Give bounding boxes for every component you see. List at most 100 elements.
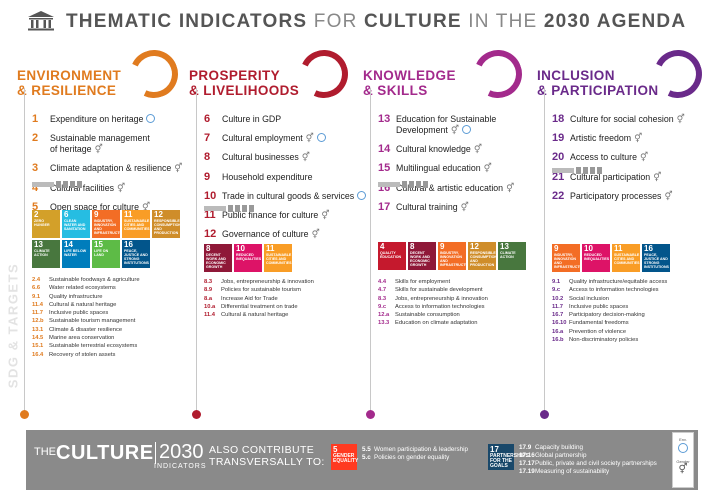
- indicator-item: 9 Household expenditure: [204, 170, 344, 183]
- sdg-target-item: 4.4 Skills for employment: [378, 279, 451, 285]
- indicator-number: 22: [552, 189, 565, 202]
- sdg-target-item: 12.a Sustainable consumption: [378, 312, 460, 319]
- indicator-item: 22 Participatory processes ⚥: [552, 189, 692, 202]
- gender-icon: ⚥: [473, 144, 482, 155]
- column-dot: [20, 410, 29, 419]
- indicator-label: Cultural businesses ⚥: [222, 152, 310, 163]
- sdg-tile: 8 DECENT WORK AND ECONOMIC GROWTH: [204, 244, 232, 272]
- sdg-target-item: 17.9 Capacity building: [519, 444, 583, 451]
- sdg-target-item: 9.c Access to information technologies: [552, 287, 659, 294]
- unesco-temple-icon: [28, 11, 54, 31]
- column-rule: [370, 88, 371, 414]
- sdg-tile: 16 PEACE, JUSTICE AND STRONG INSTITUTIONS: [122, 240, 150, 268]
- sdg17-tile: 17 PARTNERSHIPS FOR THE GOALS: [488, 444, 529, 470]
- indicator-item: 8 Cultural businesses ⚥: [204, 152, 344, 163]
- sdg-tile: 16 PEACE, JUSTICE AND STRONG INSTITUTIONS: [642, 244, 670, 272]
- heading-ring-icon: [293, 43, 355, 105]
- sdg-target-item: 5.5 Women participation & leadership: [362, 446, 469, 453]
- indicator-item: 14 Cultural knowledge ⚥: [378, 144, 518, 155]
- indicator-number: 15: [378, 162, 391, 175]
- indicator-number: 21: [552, 170, 565, 183]
- indicator-number: 6: [204, 113, 211, 125]
- footer-the: THE: [34, 446, 56, 458]
- indicator-item: 18 Culture for social cohesion ⚥: [552, 114, 692, 125]
- source-logos: [552, 166, 602, 175]
- sdg-tile: 13 CLIMATE ACTION: [498, 242, 526, 270]
- indicator-number: 14: [378, 143, 391, 156]
- gender-icon: ⚥: [450, 125, 459, 135]
- gender-icon: ⚥: [301, 152, 310, 163]
- sdg-tile: 6 CLEAN WATER AND SANITATION: [62, 210, 90, 238]
- indicator-number: 16: [378, 181, 391, 194]
- indicator-item: 11 Public finance for culture ⚥: [204, 209, 344, 221]
- indicator-item: 6 Culture in GDP: [204, 114, 344, 125]
- column-heading: PROSPERITY & LIVELIHOODS: [189, 68, 300, 98]
- indicator-item: 12 Governance of culture ⚥: [204, 229, 344, 240]
- gender-icon: ⚥: [678, 464, 688, 475]
- sdg-target-item: 5.c Policies on gender equality: [362, 454, 450, 461]
- sdg-target-item: 12.b Sustainable tourism management: [32, 318, 136, 325]
- column-env: ENVIRONMENT & RESILIENCE 1 Expenditure on h…: [10, 43, 185, 419]
- indicator-label: Cultural training ⚥: [396, 201, 469, 212]
- gender-icon: ⚥: [653, 171, 662, 182]
- sdg5-targets: 5.5 Women participation & leadership 5.c Po…: [362, 446, 468, 462]
- sdg-target-item: 16.a Prevention of violence: [552, 328, 627, 335]
- sdg-target-item: 9.c Access to information technologies: [378, 303, 485, 310]
- sdg-target-item: 8.a Increase Aid for Trade: [204, 295, 278, 302]
- indicator-number: 20: [552, 151, 565, 164]
- indicator-label: Household expenditure: [222, 171, 313, 182]
- footer-indicators: INDICATORS: [154, 463, 207, 470]
- indicator-label: Culture for social cohesion ⚥: [570, 114, 685, 124]
- sdg-target-item: 11.4 Cultural & natural heritage: [32, 301, 117, 308]
- sdg-tile: 10 REDUCED INEQUALITIES: [234, 244, 262, 272]
- sdg-target-item: 2.4 Sustainable foodways & agriculture: [32, 277, 140, 283]
- indicator-label: Artistic freedom ⚥: [570, 133, 643, 144]
- sdg-target-item: 10.2 Social inclusion: [552, 295, 609, 302]
- sdg-tile: 15 LIFE ON LAND: [92, 240, 120, 268]
- footer-divider: [155, 442, 156, 464]
- gender-icon: ⚥: [321, 209, 330, 220]
- sdg-target-item: 13.1 Climate & disaster resilience: [32, 326, 123, 333]
- indicator-label: Open space for culture ⚥: [50, 201, 151, 212]
- environment-icon: [357, 190, 367, 200]
- sdg-target-item: 8.3 Jobs, entrepreneurship & innovation: [378, 295, 488, 302]
- gender-icon: ⚥: [311, 229, 320, 240]
- sdg5-tile: 5 GENDER EQUALITY: [331, 444, 358, 470]
- sdg-target-item: 11.7 Inclusive public spaces: [32, 310, 109, 317]
- sdg-target-item: 17.16Global partnership: [519, 452, 587, 459]
- column-pro: PROSPERITY & LIVELIHOODS 6 Culture in GDP 7 C…: [182, 43, 367, 419]
- indicator-number: 9: [204, 170, 211, 183]
- footer-also-contribute: ALSO CONTRIBUTE TRANSVERSALLY TO:: [209, 444, 325, 468]
- column-inc: INCLUSION & PARTICIPATION 18 Culture for so…: [530, 43, 709, 419]
- gender-icon: ⚥: [676, 114, 685, 124]
- gender-icon: ⚥: [483, 163, 492, 174]
- indicator-item: 3 Climate adaptation & resilience ⚥: [32, 163, 182, 174]
- source-logos: [32, 180, 82, 189]
- sdg-tiles: 8 DECENT WORK AND ECONOMIC GROWTH 10 REDUCE…: [204, 244, 364, 272]
- indicator-number: 10: [204, 189, 217, 202]
- indicator-label: Culture in GDP: [222, 114, 282, 124]
- sdg-target-item: 16.b Non-discriminatory policies: [552, 337, 639, 344]
- indicator-number: 8: [204, 151, 211, 164]
- sdg-target-list: 4.4 Skills for employment 4.7 Skills for su…: [378, 278, 488, 328]
- sdg-tile: 12 RESPONSIBLE CONSUMPTION AND PRODUCTION: [468, 242, 496, 270]
- indicator-item: 21 Cultural participation ⚥: [552, 170, 692, 183]
- column-dot: [540, 410, 549, 419]
- column-rule: [24, 88, 25, 414]
- heading-ring-icon: [467, 43, 529, 105]
- sdg-target-item: 17.17Public, private and civil society p…: [519, 460, 657, 467]
- sdg-target-item: 9.1 Quality infrastructure: [32, 293, 103, 300]
- heading-ring-icon: [123, 43, 185, 105]
- sdg-tile: 14 LIFE BELOW WATER: [62, 240, 90, 268]
- sdg-tiles: 2 ZERO HUNGER 6 CLEAN WATER AND SANITATION 9…: [32, 210, 182, 268]
- indicator-number: 12: [204, 228, 217, 241]
- environment-icon: [461, 125, 471, 134]
- indicator-label: Multilingual education ⚥: [396, 163, 492, 174]
- indicator-label: Cultural & artistic education ⚥: [396, 182, 515, 193]
- indicator-number: 18: [552, 113, 565, 125]
- legend-gender-label: Gender: [676, 459, 690, 464]
- sdg-tile: 12 RESPONSIBLE CONSUMPTION AND PRODUCTION: [152, 210, 180, 238]
- indicator-item: 13 Education for Sustainable Development ⚥: [378, 114, 518, 136]
- indicator-label: Access to culture ⚥: [570, 152, 649, 163]
